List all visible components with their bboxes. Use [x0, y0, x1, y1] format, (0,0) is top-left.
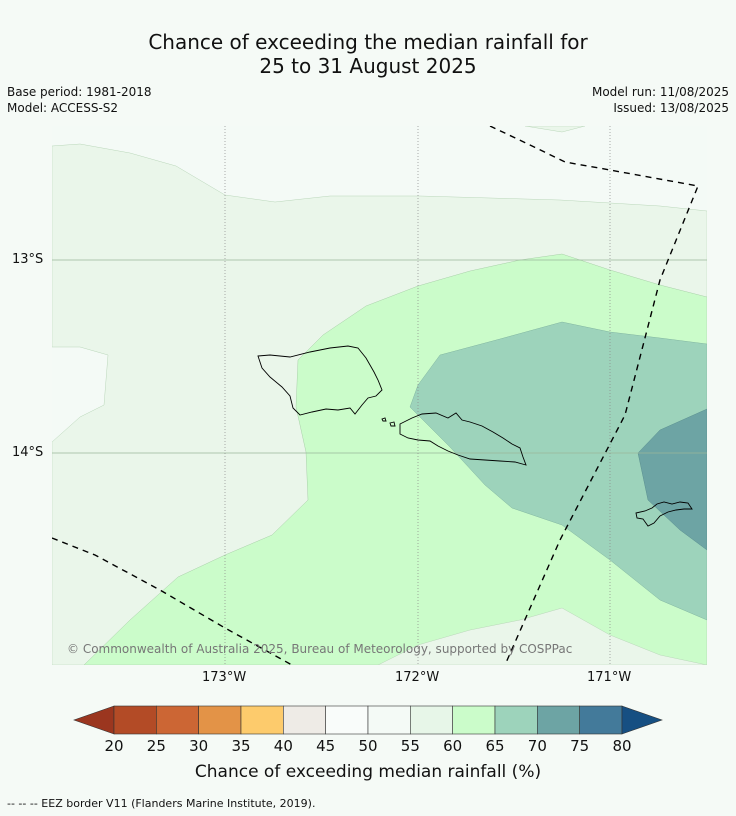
colorbar-segment: [325, 705, 369, 735]
colorbar-segment: [494, 705, 538, 735]
colorbar-tick-label: 50: [358, 737, 378, 755]
lat-label-14s: 14°S: [12, 445, 44, 460]
lat-label-13s: 13°S: [12, 252, 44, 267]
colorbar-tick-label: 20: [104, 737, 124, 755]
region-55-60-bottom: [377, 607, 707, 665]
eez-border: [52, 126, 699, 665]
colorbar-segment: [198, 705, 242, 735]
colorbar-arrow-low: [73, 705, 115, 735]
lon-label-171w: 171°W: [587, 670, 632, 685]
islands: [257, 345, 693, 527]
eez-line-east: [489, 126, 699, 665]
colorbar-tick-label: 45: [316, 737, 336, 755]
colorbar-segment: [240, 705, 284, 735]
colorbar-tick-label: 35: [231, 737, 251, 755]
manono-island: [389, 421, 396, 427]
colorbar-segment: [113, 705, 157, 735]
colorbar-tick-label: 25: [146, 737, 166, 755]
apolima-island: [381, 417, 387, 422]
copyright-notice: © Commonwealth of Australia 2025, Bureau…: [67, 642, 573, 656]
colorbar-segment: [410, 705, 453, 735]
colorbar-tick-label: 30: [189, 737, 209, 755]
colorbar-tick-label: 40: [273, 737, 293, 755]
colorbar-tick-label: 70: [527, 737, 547, 755]
colorbar-tick-label: 55: [400, 737, 420, 755]
region-55-60-top: [524, 126, 586, 133]
colorbar-tick-label: 75: [570, 737, 590, 755]
tutuila-island: [635, 501, 693, 527]
map-area: [52, 126, 707, 665]
colorbar-segment: [283, 705, 326, 735]
eez-line-southwest: [52, 537, 293, 665]
colorbar-segment: [367, 705, 411, 735]
meta-left: Base period: 1981-2018 Model: ACCESS-S2: [7, 84, 152, 116]
graticule: [52, 126, 707, 665]
map-title: Chance of exceeding the median rainfall …: [0, 30, 736, 78]
colorbar-tick-label: 60: [443, 737, 463, 755]
title-line-2: 25 to 31 August 2025: [259, 54, 477, 78]
colorbar-tick-label: 80: [612, 737, 632, 755]
model-run: Model run: 11/08/2025: [591, 85, 729, 99]
colorbar-arrow-high: [621, 705, 663, 735]
colorbar-label: Chance of exceeding median rainfall (%): [194, 762, 542, 782]
lon-label-173w: 173°W: [202, 670, 247, 685]
savaii-island: [257, 345, 383, 416]
region-65-70: [409, 321, 707, 621]
model-name: Model: ACCESS-S2: [7, 101, 119, 115]
upolu-island: [399, 412, 527, 466]
base-period: Base period: 1981-2018: [7, 85, 152, 99]
colorbar: [73, 705, 663, 735]
colorbar-tick-label: 65: [485, 737, 505, 755]
colorbar-segment: [156, 705, 199, 735]
title-line-1: Chance of exceeding the median rainfall …: [148, 30, 588, 54]
eez-legend: -- -- -- EEZ border V11 (Flanders Marine…: [7, 797, 316, 810]
colorbar-segment: [452, 705, 496, 735]
colorbar-segment: [579, 705, 623, 735]
issued-date: Issued: 13/08/2025: [613, 101, 729, 115]
lon-label-172w: 172°W: [395, 670, 440, 685]
meta-right: Model run: 11/08/2025 Issued: 13/08/2025: [592, 84, 729, 116]
colorbar-segment: [537, 705, 580, 735]
region-70-75: [637, 408, 707, 551]
